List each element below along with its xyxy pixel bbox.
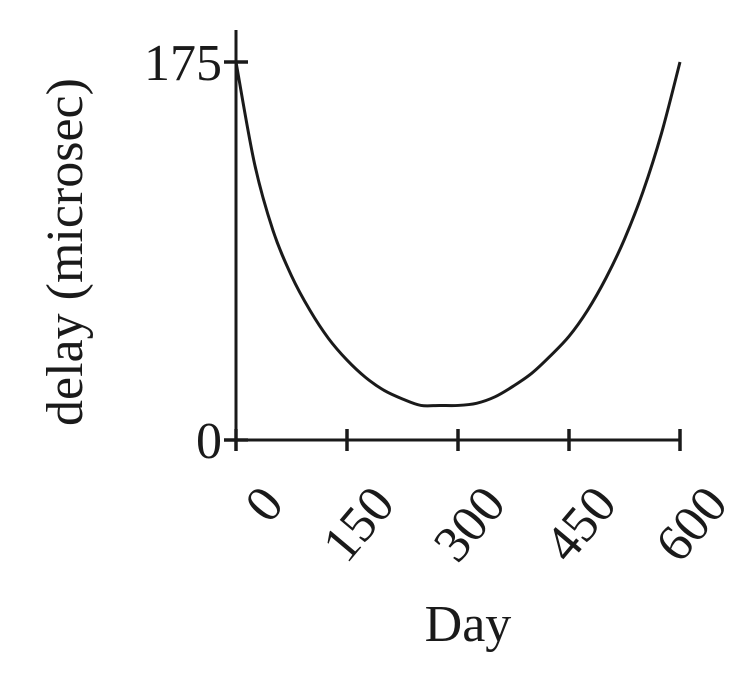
y-tick-label: 0 [196,413,222,470]
y-tick-label: 175 [144,35,222,92]
x-tick-label: 150 [312,476,406,572]
x-tick-label: 450 [534,476,628,572]
x-tick-label: 300 [423,476,517,572]
axes [224,30,680,448]
y-axis-title: delay (microsec) [37,78,94,426]
x-tick-label: 0 [234,476,294,533]
series-line [234,61,682,408]
x-tick-label: 600 [645,476,739,572]
y-tick-labels: 0 175 [144,35,222,470]
x-tick-labels: 0 150 300 450 600 [234,476,738,572]
x-axis-title: Day [425,596,512,653]
